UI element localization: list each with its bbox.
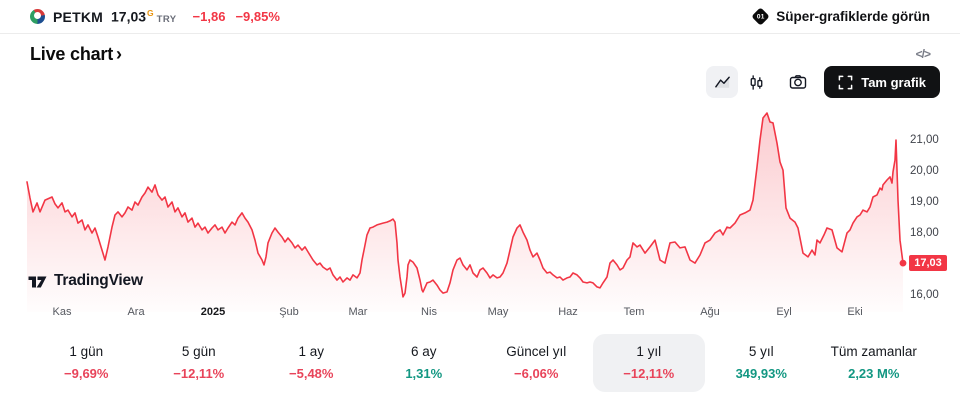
candles-chart-button[interactable] <box>740 66 772 98</box>
period-button-t-m-zamanlar[interactable]: Tüm zamanlar 2,23 M% <box>818 334 931 392</box>
ticker-bar: PETKM 17,03GTRY −1,86 −9,85% 01 Süper-gra… <box>0 0 960 34</box>
period-button-6-ay[interactable]: 6 ay 1,31% <box>368 334 481 392</box>
supercharts-link-label: Süper-grafiklerde görün <box>776 9 930 24</box>
period-button-g-ncel-y-l[interactable]: Güncel yıl −6,06% <box>480 334 593 392</box>
time-axis-label: Eyl <box>776 306 792 318</box>
period-change-percent: 2,23 M% <box>848 366 900 381</box>
section-title-text: Live chart <box>30 43 114 64</box>
last-price-label: 17,03 <box>909 255 947 272</box>
period-label: 5 gün <box>181 344 216 359</box>
section-title[interactable]: Live chart › <box>30 44 122 65</box>
time-axis-label: Mar <box>348 306 368 318</box>
time-axis-label: Tem <box>623 306 645 318</box>
time-axis-label: Nis <box>421 306 437 318</box>
period-button-5-y-l[interactable]: 5 yıl 349,93% <box>705 334 818 392</box>
ticker-info: PETKM 17,03GTRY −1,86 −9,85% <box>30 8 280 25</box>
ticker-currency: TRY <box>156 13 177 25</box>
period-label: 5 yıl <box>748 344 774 359</box>
price-axis-label: 16,00 <box>910 289 939 301</box>
section-header: Live chart › </> <box>0 35 960 65</box>
supercharts-link[interactable]: 01 Süper-grafiklerde görün <box>751 7 930 26</box>
price-axis-label: 21,00 <box>910 134 939 146</box>
period-label: 1 yıl <box>636 344 662 359</box>
ticker-price: 17,03GTRY <box>111 8 177 25</box>
time-axis-label: Eki <box>847 306 863 318</box>
period-label: 6 ay <box>410 344 437 359</box>
price-value: 17,03 <box>111 8 147 25</box>
ticker-change: −1,86 −9,85% <box>193 9 280 24</box>
embed-code-icon[interactable]: </> <box>915 47 931 61</box>
period-change-percent: −9,69% <box>64 366 109 381</box>
fullscreen-button-label: Tam grafik <box>861 74 926 90</box>
petkim-logo-icon <box>30 9 45 24</box>
change-percent: −9,85% <box>235 9 280 24</box>
price-axis-label: 20,00 <box>910 165 939 177</box>
fullscreen-icon <box>838 75 853 89</box>
candles-icon <box>750 74 763 90</box>
period-label: 1 gün <box>69 344 104 359</box>
period-label: Tüm zamanlar <box>830 344 917 359</box>
snapshot-button[interactable] <box>782 66 814 98</box>
time-axis-label: Haz <box>558 306 578 318</box>
fullscreen-button[interactable]: Tam grafik <box>824 66 940 98</box>
ticker-symbol: PETKM <box>53 8 103 25</box>
chart-toolbar: Tam grafik <box>706 66 940 98</box>
chevron-right-icon: › <box>116 43 122 64</box>
change-absolute: −1,86 <box>192 9 226 24</box>
time-axis-label: Şub <box>279 306 299 318</box>
watermark-label: TradingView <box>54 272 143 289</box>
period-change-percent: −6,06% <box>514 366 559 381</box>
tradingview-watermark[interactable]: TradingView <box>28 272 143 290</box>
period-selector: 1 gün −9,69% 5 gün −12,11% 1 ay −5,48% 6 ay 1,3… <box>30 334 930 392</box>
tradingview-badge-icon: 01 <box>751 7 770 26</box>
area-chart-icon <box>714 76 730 88</box>
market-flag: G <box>147 8 154 19</box>
period-button-1-g-n[interactable]: 1 gün −9,69% <box>30 334 143 392</box>
time-axis-label: Ağu <box>700 306 720 318</box>
price-axis-label: 18,00 <box>910 227 939 239</box>
period-button-5-g-n[interactable]: 5 gün −12,11% <box>143 334 256 392</box>
tradingview-logo-icon <box>28 276 47 287</box>
time-axis-label: Kas <box>52 306 72 318</box>
area-chart-button[interactable] <box>706 66 739 98</box>
price-axis-label: 19,00 <box>910 196 939 208</box>
time-axis-label: Ara <box>127 306 145 318</box>
period-label: 1 ay <box>298 344 325 359</box>
period-change-percent: −12,11% <box>623 366 675 381</box>
period-label: Güncel yıl <box>506 344 567 359</box>
period-change-percent: −5,48% <box>289 366 334 381</box>
price-chart[interactable]: 21,00 20,00 19,00 18,00 16,00 17,03 Kas Ara 20… <box>0 98 960 332</box>
period-change-percent: −12,11% <box>173 366 225 381</box>
period-button-1-ay[interactable]: 1 ay −5,48% <box>255 334 368 392</box>
time-axis-label: 2025 <box>200 306 226 318</box>
time-axis-label: May <box>487 306 509 318</box>
period-change-percent: 1,31% <box>405 366 443 381</box>
period-change-percent: 349,93% <box>735 366 787 381</box>
camera-icon <box>790 75 807 89</box>
period-button-1-y-l[interactable]: 1 yıl −12,11% <box>592 334 705 392</box>
chart-type-switcher <box>706 66 772 98</box>
